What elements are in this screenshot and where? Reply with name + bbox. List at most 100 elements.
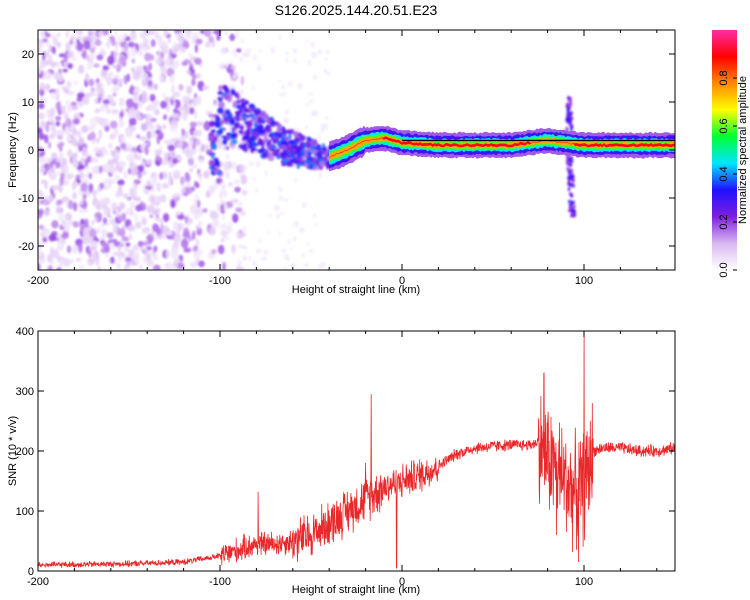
noise-speckle — [104, 243, 110, 253]
noise-speckle — [103, 178, 109, 187]
ridge-cloud — [285, 155, 289, 160]
noise-speckle — [221, 213, 225, 221]
noise-speckle — [154, 149, 163, 156]
noise-speckle — [172, 46, 178, 55]
noise-speckle — [281, 248, 287, 253]
noise-speckle — [155, 234, 163, 240]
noise-speckle — [192, 163, 199, 169]
y-tick-label: 10 — [22, 97, 34, 109]
noise-speckle — [60, 172, 65, 180]
noise-speckle — [117, 185, 121, 194]
noise-speckle — [107, 38, 112, 46]
y-tick-label: -10 — [18, 193, 34, 205]
ridge-cloud — [297, 133, 303, 137]
noise-speckle — [151, 54, 155, 61]
noise-speckle — [105, 253, 109, 259]
colorbar-tick-label: 0.4 — [718, 166, 730, 181]
noise-speckle — [55, 102, 60, 111]
noise-speckle — [146, 259, 154, 267]
ridge-cloud — [208, 132, 215, 137]
noise-speckle — [256, 66, 262, 71]
noise-speckle — [248, 255, 252, 262]
noise-speckle — [108, 72, 114, 77]
noise-speckle — [89, 41, 95, 49]
noise-speckle — [47, 54, 53, 60]
ridge-cloud — [210, 154, 215, 159]
noise-speckle — [81, 125, 89, 133]
noise-speckle — [42, 198, 51, 206]
noise-speckle — [155, 123, 160, 131]
noise-speckle — [118, 202, 126, 210]
noise-speckle — [143, 38, 150, 44]
noise-speckle — [220, 225, 223, 232]
noise-speckle — [117, 35, 125, 43]
ridge-cloud — [295, 137, 299, 142]
ridge-cloud — [271, 136, 275, 141]
noise-speckle — [127, 224, 136, 232]
ridge-cloud — [246, 128, 251, 135]
noise-speckle — [110, 149, 114, 157]
noise-speckle — [168, 48, 173, 56]
noise-speckle — [193, 57, 202, 65]
noise-speckle — [131, 58, 136, 64]
noise-speckle — [133, 184, 138, 190]
noise-speckle — [126, 73, 130, 83]
noise-speckle — [168, 148, 174, 159]
noise-speckle — [134, 88, 141, 93]
noise-speckle — [74, 180, 78, 187]
ridge-cloud — [277, 132, 283, 137]
noise-speckle — [146, 179, 151, 188]
noise-speckle — [96, 202, 101, 211]
noise-speckle — [240, 89, 245, 95]
noise-speckle — [292, 236, 297, 242]
noise-speckle — [252, 260, 257, 268]
noise-speckle — [252, 54, 257, 61]
ridge-cloud — [226, 132, 231, 137]
noise-speckle — [99, 165, 103, 174]
noise-speckle — [61, 107, 65, 115]
noise-speckle — [182, 113, 188, 122]
noise-speckle — [96, 227, 101, 234]
noise-speckle — [191, 74, 197, 80]
noise-speckle — [118, 78, 123, 85]
noise-speckle — [88, 172, 93, 180]
noise-speckle — [239, 56, 243, 63]
noise-speckle — [193, 109, 198, 120]
noise-speckle — [117, 165, 124, 174]
noise-speckle — [192, 97, 199, 107]
noise-speckle — [325, 115, 329, 121]
noise-speckle — [231, 198, 236, 204]
noise-speckle — [116, 262, 121, 270]
noise-speckle — [326, 71, 331, 76]
noise-speckle — [109, 219, 117, 225]
noise-speckle — [45, 71, 53, 81]
noise-speckle — [278, 230, 281, 238]
noise-speckle — [38, 64, 42, 75]
noise-speckle — [72, 221, 79, 228]
noise-speckle — [79, 264, 85, 270]
snr-panel: -200 -100 0 100 0 100 200 300 400 Height of str… — [7, 326, 676, 596]
noise-speckle — [223, 202, 228, 212]
spectrogram-y-ticks: -20 -10 0 10 20 — [18, 49, 675, 253]
noise-speckle — [312, 74, 317, 81]
noise-speckle — [66, 52, 74, 59]
ridge-cloud — [299, 162, 305, 166]
ridge-cloud — [293, 145, 299, 150]
ridge-cloud — [217, 129, 223, 135]
noise-speckle — [231, 49, 237, 55]
noise-speckle — [175, 169, 181, 177]
noise-speckle — [75, 130, 82, 138]
noise-speckle — [93, 146, 101, 154]
noise-speckle — [154, 215, 161, 222]
noise-speckle — [115, 41, 119, 52]
noise-speckle — [89, 131, 96, 141]
noise-speckle — [155, 159, 160, 167]
noise-speckle — [86, 237, 92, 245]
snr-x-label: Height of straight line (km) — [292, 584, 420, 596]
noise-speckle — [123, 74, 128, 85]
noise-speckle — [176, 262, 185, 270]
noise-speckle — [63, 257, 71, 267]
noise-speckle — [225, 201, 234, 209]
noise-speckle — [112, 78, 119, 86]
noise-speckle — [119, 239, 125, 246]
